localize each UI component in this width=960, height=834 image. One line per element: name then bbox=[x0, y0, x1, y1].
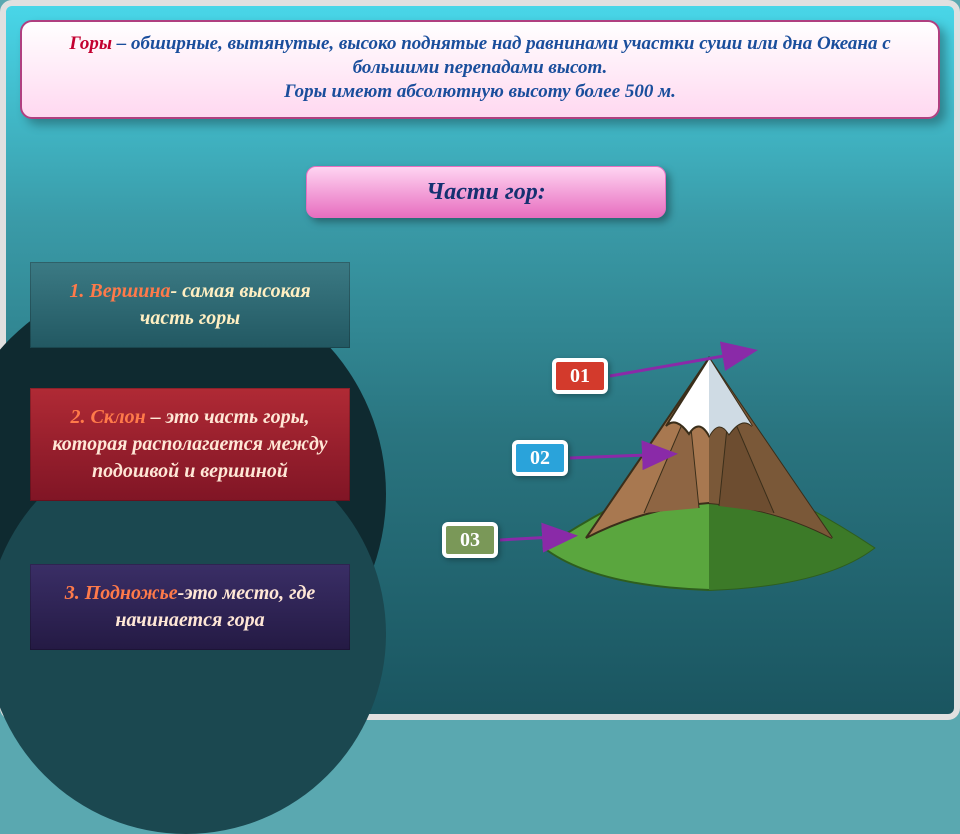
card-2-title: 2. Склон bbox=[71, 406, 146, 428]
definition-line2: Горы имеют абсолютную высоту более 500 м… bbox=[284, 81, 676, 102]
subtitle-text: Части гор: bbox=[426, 179, 545, 206]
subtitle-box: Части гор: bbox=[306, 166, 666, 218]
badge-01: 01 bbox=[552, 358, 608, 394]
badge-02-label: 02 bbox=[530, 447, 550, 470]
card-vershina: 1. Вершина- самая высокая часть горы bbox=[30, 262, 350, 348]
definition-line1: – обширные, вытянутые, высоко поднятые н… bbox=[112, 33, 891, 78]
definition-text: Горы – обширные, вытянутые, высоко подня… bbox=[50, 32, 910, 103]
definition-box: Горы – обширные, вытянутые, высоко подня… bbox=[20, 20, 940, 119]
badge-03: 03 bbox=[442, 522, 498, 558]
definition-highlight: Горы bbox=[69, 33, 112, 54]
badge-01-label: 01 bbox=[570, 365, 590, 388]
card-1-title: 1. Вершина bbox=[69, 280, 170, 302]
card-sklon: 2. Склон – это часть горы, которая распо… bbox=[30, 388, 350, 501]
slide-frame: Горы – обширные, вытянутые, высоко подня… bbox=[0, 0, 960, 720]
badge-03-label: 03 bbox=[460, 529, 480, 552]
badge-02: 02 bbox=[512, 440, 568, 476]
card-podnozhe: 3. Подножье-это место, где начинается го… bbox=[30, 564, 350, 650]
card-3-title: 3. Подножье bbox=[65, 582, 178, 604]
